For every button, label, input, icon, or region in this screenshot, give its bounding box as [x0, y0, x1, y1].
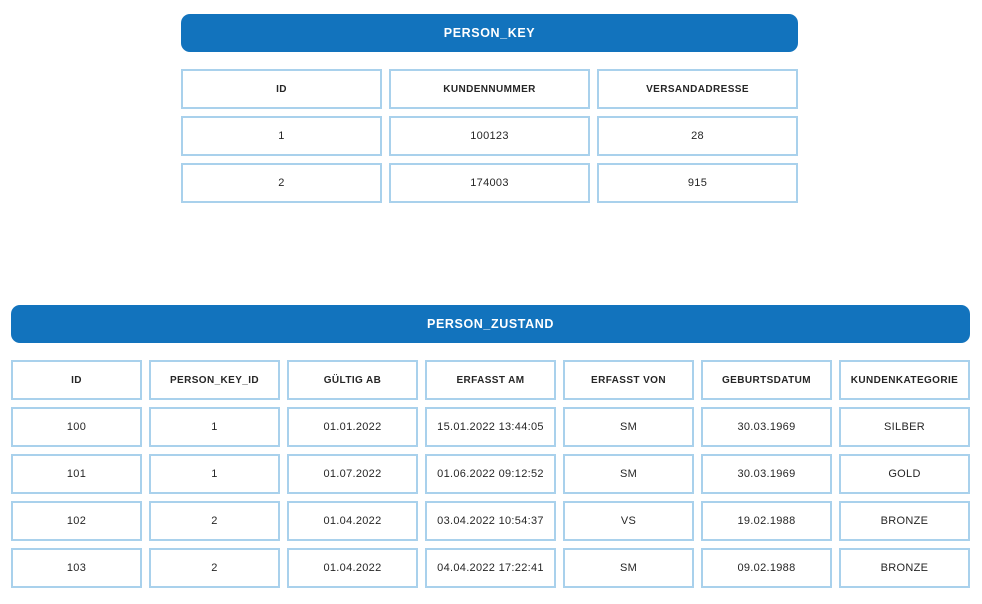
table-cell: 100	[11, 407, 142, 447]
table-cell: 04.04.2022 17:22:41	[425, 548, 556, 588]
table-cell: 30.03.1969	[701, 454, 832, 494]
table-row: 1 100123 28	[181, 116, 798, 156]
table-cell: GOLD	[839, 454, 970, 494]
column-header-id: ID	[11, 360, 142, 400]
column-header-kundenkategorie: KUNDENKATEGORIE	[839, 360, 970, 400]
table-row: 102 2 01.04.2022 03.04.2022 10:54:37 VS …	[11, 501, 970, 541]
table-cell: 01.01.2022	[287, 407, 418, 447]
table-cell: 101	[11, 454, 142, 494]
table-cell: 100123	[389, 116, 590, 156]
table-cell: 2	[149, 548, 280, 588]
table-cell: 2	[149, 501, 280, 541]
entity-person-zustand: PERSON_ZUSTAND ID PERSON_KEY_ID GÜLTIG A…	[11, 305, 970, 588]
table-cell: 30.03.1969	[701, 407, 832, 447]
person-key-title-bar: PERSON_KEY	[181, 14, 798, 52]
table-cell: 03.04.2022 10:54:37	[425, 501, 556, 541]
table-cell: BRONZE	[839, 548, 970, 588]
table-cell: 15.01.2022 13:44:05	[425, 407, 556, 447]
column-header-erfasst-von: ERFASST VON	[563, 360, 694, 400]
table-cell: VS	[563, 501, 694, 541]
column-header-gueltig-ab: GÜLTIG AB	[287, 360, 418, 400]
column-header-geburtsdatum: GEBURTSDATUM	[701, 360, 832, 400]
table-row: 103 2 01.04.2022 04.04.2022 17:22:41 SM …	[11, 548, 970, 588]
table-cell: 09.02.1988	[701, 548, 832, 588]
table-cell: 1	[181, 116, 382, 156]
person-key-title: PERSON_KEY	[443, 26, 536, 40]
table-cell: SM	[563, 454, 694, 494]
table-cell: 2	[181, 163, 382, 203]
column-header-erfasst-am: ERFASST AM	[425, 360, 556, 400]
person-zustand-title: PERSON_ZUSTAND	[427, 317, 554, 331]
entity-person-key: PERSON_KEY ID KUNDENNUMMER VERSANDADRESS…	[181, 14, 798, 203]
person-key-header-row: ID KUNDENNUMMER VERSANDADRESSE	[181, 69, 798, 109]
column-header-id: ID	[181, 69, 382, 109]
table-cell: 103	[11, 548, 142, 588]
person-zustand-title-bar: PERSON_ZUSTAND	[11, 305, 970, 343]
table-cell: 174003	[389, 163, 590, 203]
column-header-person-key-id: PERSON_KEY_ID	[149, 360, 280, 400]
table-cell: 102	[11, 501, 142, 541]
table-cell: BRONZE	[839, 501, 970, 541]
table-cell: 19.02.1988	[701, 501, 832, 541]
table-cell: 01.04.2022	[287, 548, 418, 588]
table-row: 2 174003 915	[181, 163, 798, 203]
table-row: 100 1 01.01.2022 15.01.2022 13:44:05 SM …	[11, 407, 970, 447]
table-cell: 28	[597, 116, 798, 156]
table-cell: 01.07.2022	[287, 454, 418, 494]
table-cell: 01.06.2022 09:12:52	[425, 454, 556, 494]
table-cell: 1	[149, 407, 280, 447]
column-header-kundennummer: KUNDENNUMMER	[389, 69, 590, 109]
table-cell: 915	[597, 163, 798, 203]
table-cell: SM	[563, 548, 694, 588]
table-cell: SILBER	[839, 407, 970, 447]
table-cell: 1	[149, 454, 280, 494]
table-cell: SM	[563, 407, 694, 447]
table-row: 101 1 01.07.2022 01.06.2022 09:12:52 SM …	[11, 454, 970, 494]
person-zustand-header-row: ID PERSON_KEY_ID GÜLTIG AB ERFASST AM ER…	[11, 360, 970, 400]
table-cell: 01.04.2022	[287, 501, 418, 541]
column-header-versandadresse: VERSANDADRESSE	[597, 69, 798, 109]
